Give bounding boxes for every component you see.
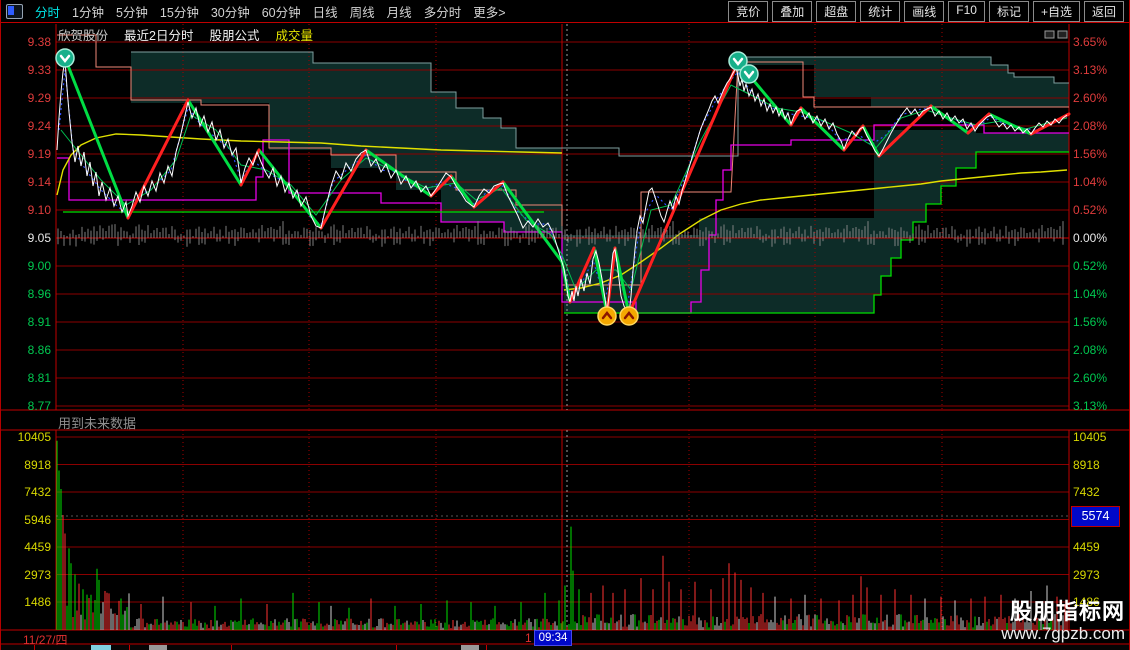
menu-item-0[interactable]: 分时 (35, 5, 61, 20)
bottom-bar-separator-4 (486, 645, 487, 650)
menu-item-9[interactable]: 多分时 (423, 5, 462, 20)
price-axis-label-11: 8.86 (27, 343, 51, 357)
volume-axis-right-label-4: 4459 (1073, 540, 1100, 554)
pct-axis-label-12: 2.60% (1073, 371, 1108, 385)
chart-mode-label[interactable]: 最近2日分时 (124, 29, 194, 43)
bottom-bar-separator-3 (396, 645, 397, 650)
pct-axis-label-2: 2.60% (1073, 91, 1108, 105)
pct-axis-label-13: 3.13% (1073, 399, 1108, 413)
toolbar-menu: 竞价 叠加 超盘 统计 画线 F10 标记 +自选 返回 (728, 0, 1129, 22)
toolbar-button-5[interactable]: F10 (948, 0, 985, 22)
price-axis-label-9: 8.96 (27, 287, 51, 301)
buy-signal-icon-0 (597, 306, 617, 326)
volume-axis-left-label-3: 5946 (24, 512, 51, 527)
buy-signal-icon-1 (619, 306, 639, 326)
volume-axis-right-label-1: 8918 (1073, 457, 1100, 472)
menu-item-10[interactable]: 更多> (473, 5, 506, 20)
volume-axis-left-label-4: 4459 (24, 540, 51, 554)
pct-axis-label-5: 1.04% (1073, 175, 1108, 189)
bottom-bar-tab-1[interactable] (149, 645, 167, 650)
watermark: 股朋指标网 www.7gpzb.com (1001, 599, 1125, 644)
volume-bars (56, 440, 1068, 630)
tick-volume-hairs (57, 221, 1064, 247)
sell-signal-icon-2 (739, 64, 759, 84)
date-label-partial: 1 (525, 631, 532, 645)
volume-axis-right-label-2: 7432 (1073, 485, 1100, 499)
menu-item-8[interactable]: 月线 (386, 5, 412, 20)
price-axis-label-10: 8.91 (27, 315, 51, 329)
menu-item-1[interactable]: 1分钟 (72, 5, 104, 20)
bottom-bar-tab-0[interactable] (91, 645, 111, 650)
bottom-bar-separator-2 (231, 645, 232, 650)
toolbar-button-0[interactable]: 竞价 (728, 0, 769, 22)
price-axis-label-7: 9.05 (27, 231, 51, 245)
future-data-note: 用到未来数据 (58, 416, 137, 431)
pct-axis-label-0: 3.65% (1073, 35, 1108, 49)
watermark-site-name: 股朋指标网 (1009, 599, 1125, 624)
pct-axis-label-3: 2.08% (1073, 119, 1108, 133)
pane-expand-icon (1057, 30, 1068, 39)
sell-signal-icon-1 (728, 51, 748, 71)
menu-item-3[interactable]: 15分钟 (159, 5, 199, 20)
bottom-bar-tab-2[interactable] (461, 645, 479, 650)
timeframe-menu: 分时 1分钟 5分钟 15分钟 30分钟 60分钟 日线 周线 月线 多分时 更多> (1, 2, 506, 21)
price-axis-label-1: 9.33 (27, 63, 51, 77)
menu-item-2[interactable]: 5分钟 (115, 5, 148, 20)
price-axis-label-12: 8.81 (27, 371, 51, 385)
pct-axis-label-1: 3.13% (1073, 63, 1108, 77)
volume-axis-left-label-6: 1486 (24, 595, 51, 609)
menu-item-7[interactable]: 周线 (349, 5, 375, 20)
formula-label[interactable]: 股朋公式 (209, 29, 260, 43)
window-icon[interactable] (6, 3, 23, 19)
pct-axis-label-4: 1.56% (1073, 147, 1108, 161)
price-axis-label-6: 9.10 (27, 203, 51, 217)
price-axis-label-0: 9.38 (27, 35, 51, 49)
bottom-tab-bar[interactable] (1, 645, 1129, 650)
price-axis-label-3: 9.24 (27, 119, 51, 133)
crosshair-time-badge: 09:34 (534, 630, 572, 646)
volume-axis-left-label-2: 7432 (24, 485, 51, 499)
stock-name: 欣贺股份 (58, 29, 109, 43)
pct-axis-label-7: 0.00% (1073, 231, 1108, 245)
pct-axis-label-9: 1.04% (1073, 287, 1108, 301)
toolbar-button-4[interactable]: 画线 (904, 0, 945, 22)
crosshair-volume-badge: 5574 (1071, 506, 1120, 527)
watermark-url: www.7gpzb.com (1001, 624, 1125, 643)
window-icon-inner (8, 5, 14, 15)
bottom-bar-separator-0 (34, 645, 35, 650)
pct-axis-label-6: 0.52% (1073, 203, 1108, 217)
price-axis-label-8: 9.00 (27, 259, 51, 273)
price-axis-label-13: 8.77 (27, 399, 51, 413)
bottom-bar-separator-1 (129, 645, 130, 650)
menu-item-6[interactable]: 日线 (312, 5, 338, 20)
toolbar-button-1[interactable]: 叠加 (772, 0, 813, 22)
toolbar-button-2[interactable]: 超盘 (816, 0, 857, 22)
sell-signal-icon-0 (55, 48, 75, 68)
pane-shrink-icon (1044, 30, 1055, 39)
pct-axis-label-11: 2.08% (1073, 343, 1108, 357)
price-axis-label-2: 9.29 (27, 91, 51, 105)
toolbar-button-7[interactable]: +自选 (1032, 0, 1080, 22)
volume-axis-left-label-5: 2973 (24, 567, 51, 582)
chart-header: 欣贺股份 最近2日分时 股朋公式 成交量 (58, 25, 313, 44)
toolbar-button-3[interactable]: 统计 (860, 0, 901, 22)
menu-item-4[interactable]: 30分钟 (210, 5, 250, 20)
indicator-label[interactable]: 成交量 (275, 29, 313, 43)
date-label: 11/27/四 (23, 633, 68, 647)
toolbar-button-8[interactable]: 返回 (1083, 0, 1124, 22)
volume-axis-right-label-6: 1486 (1073, 595, 1100, 609)
toolbar-button-6[interactable]: 标记 (988, 0, 1029, 22)
menu-bar: 分时 1分钟 5分钟 15分钟 30分钟 60分钟 日线 周线 月线 多分时 更多> 竞价 叠加 超盘统… (1, 0, 1129, 23)
pct-axis-label-8: 0.52% (1073, 259, 1108, 273)
volume-axis-left-label-0: 10405 (17, 430, 51, 444)
price-axis-label-4: 9.19 (27, 147, 51, 161)
volume-axis-left-label-1: 8918 (24, 457, 51, 472)
price-axis-label-5: 9.14 (27, 175, 51, 189)
pct-axis-label-10: 1.56% (1073, 315, 1108, 329)
volume-axis-right-label-5: 2973 (1073, 567, 1100, 582)
menu-item-5[interactable]: 60分钟 (261, 5, 301, 20)
volume-axis-right-label-0: 10405 (1073, 430, 1107, 444)
